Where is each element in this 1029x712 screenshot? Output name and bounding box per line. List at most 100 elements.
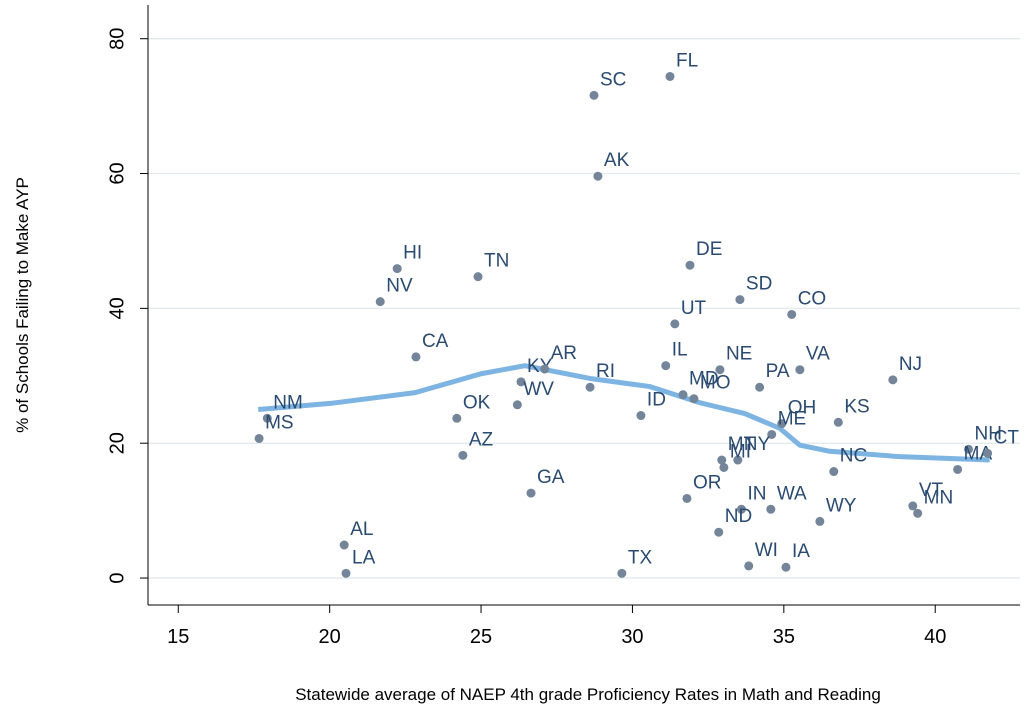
point-label: VA: [806, 344, 830, 365]
point-label: WI: [755, 540, 778, 561]
point-label: NM: [273, 392, 303, 413]
point-label: MI: [730, 441, 751, 462]
x-tick-label: 30: [621, 626, 643, 648]
point: [715, 365, 725, 375]
point-label: TN: [484, 251, 509, 272]
x-axis-title: Statewide average of NAEP 4th grade Prof…: [295, 685, 881, 704]
point: [781, 562, 791, 572]
point-label: MO: [700, 373, 731, 394]
point-label: KS: [844, 396, 869, 417]
y-tick-label: 0: [106, 572, 128, 583]
y-tick-label: 80: [106, 28, 128, 50]
point-label: MT: [728, 434, 756, 455]
point-label: HI: [403, 243, 422, 264]
point-label: UT: [681, 298, 707, 319]
point-label: TX: [628, 547, 653, 568]
point: [787, 309, 797, 319]
point: [411, 352, 421, 362]
point: [540, 364, 550, 374]
point-label: SC: [600, 69, 626, 90]
point: [375, 297, 385, 307]
point: [953, 464, 963, 474]
point-label: ID: [647, 390, 666, 411]
point: [913, 508, 923, 518]
point-label: NV: [386, 276, 413, 297]
point: [452, 413, 462, 423]
point: [512, 400, 522, 410]
point: [589, 90, 599, 100]
y-tick-label: 20: [106, 432, 128, 454]
point: [964, 444, 974, 454]
point: [833, 417, 843, 427]
point-label: ME: [778, 408, 807, 429]
point: [714, 527, 724, 537]
point: [458, 450, 468, 460]
point: [262, 413, 272, 423]
point-label: ND: [725, 506, 752, 527]
point: [339, 540, 349, 550]
point: [341, 568, 351, 578]
point-label: CA: [422, 331, 449, 352]
point: [815, 516, 825, 526]
point-label: KY: [527, 356, 553, 377]
point: [719, 462, 729, 472]
point-label: FL: [676, 50, 698, 71]
point-label: IN: [747, 483, 766, 504]
point: [661, 361, 671, 371]
point-label: MN: [924, 487, 954, 508]
point: [717, 455, 727, 465]
point-label: IA: [792, 541, 810, 562]
point: [736, 504, 746, 514]
point: [516, 377, 526, 387]
point-label: OH: [788, 398, 817, 419]
x-tick-label: 25: [470, 626, 492, 648]
point-label: MA: [964, 443, 993, 464]
point-label: PA: [766, 361, 790, 382]
point: [755, 382, 765, 392]
point: [593, 171, 603, 181]
point: [744, 561, 754, 571]
x-tick-label: 40: [924, 626, 946, 648]
point-label: AL: [350, 519, 373, 540]
fit-line: [258, 363, 990, 463]
point: [767, 429, 777, 439]
point-label: DE: [696, 239, 722, 260]
point-label: RI: [596, 361, 615, 382]
point-label: WY: [826, 495, 857, 516]
point: [682, 493, 692, 503]
point: [689, 394, 699, 404]
point-label: VT: [919, 480, 944, 501]
point-label: OR: [693, 472, 722, 493]
point-label: NY: [744, 434, 771, 455]
point: [983, 448, 993, 458]
point-label: AZ: [469, 429, 494, 450]
point: [908, 501, 918, 511]
x-tick-label: 35: [773, 626, 795, 648]
y-axis-title: % of Schools Failing to Make AYP: [13, 177, 32, 433]
point-label: MD: [689, 369, 719, 390]
point-label: NC: [840, 446, 867, 467]
point: [678, 390, 688, 400]
point-label: NE: [726, 344, 752, 365]
point: [254, 433, 264, 443]
point: [888, 375, 898, 385]
point-label: NJ: [899, 354, 922, 375]
point-label: LA: [352, 547, 376, 568]
point-label: WA: [777, 483, 807, 504]
point: [526, 488, 536, 498]
point: [735, 295, 745, 305]
point-label: NH: [975, 423, 1002, 444]
point: [636, 411, 646, 421]
x-tick-label: 20: [319, 626, 341, 648]
point: [777, 419, 787, 429]
point: [829, 467, 839, 477]
point-label: CT: [994, 427, 1020, 448]
point: [733, 455, 743, 465]
point-label: OK: [463, 392, 491, 413]
point-label: AR: [551, 343, 577, 364]
x-tick-label: 15: [167, 626, 189, 648]
point: [585, 382, 595, 392]
point: [685, 260, 695, 270]
point-label: GA: [537, 467, 565, 488]
